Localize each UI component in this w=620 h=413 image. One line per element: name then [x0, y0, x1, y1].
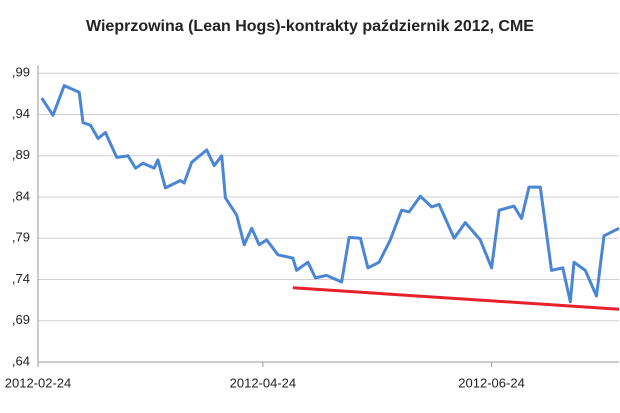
y-tick-label: ,74 [12, 271, 30, 286]
y-tick-label: ,64 [12, 353, 30, 368]
y-tick-label: ,84 [12, 188, 30, 203]
y-tick-label: ,89 [12, 147, 30, 162]
y-tick-label: ,94 [12, 106, 30, 121]
y-tick-label: ,99 [12, 65, 30, 80]
y-tick-label: ,69 [12, 312, 30, 327]
x-tick-label: 2012-04-24 [230, 375, 297, 390]
y-tick-label: ,79 [12, 230, 30, 245]
line-series [40, 84, 620, 304]
line-series [292, 286, 620, 311]
x-tick-label: 2012-02-24 [5, 375, 72, 390]
chart-title: Wieprzowina (Lean Hogs)-kontrakty paździ… [86, 18, 534, 35]
x-tick-label: 2012-06-24 [458, 375, 525, 390]
